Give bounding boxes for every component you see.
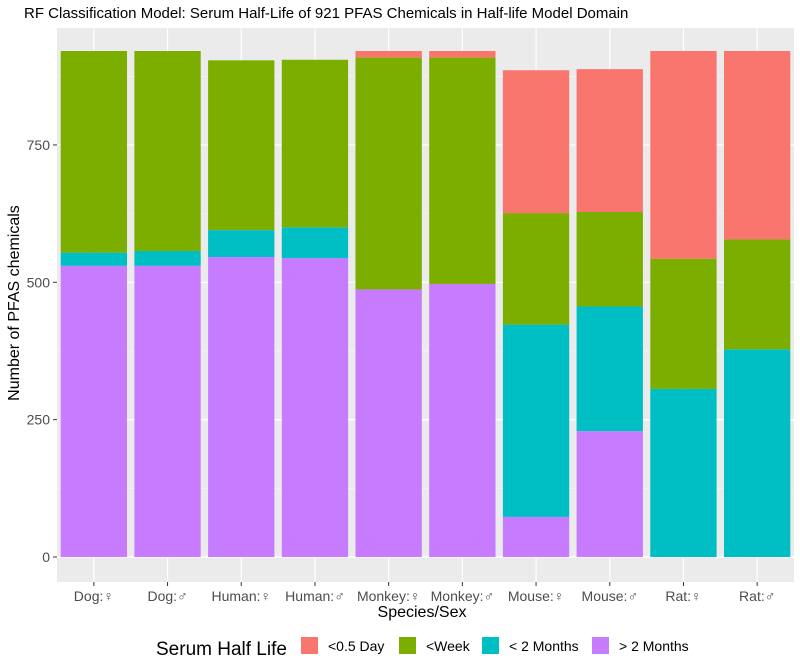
y-axis-title: Number of PFAS chemicals [6, 205, 23, 401]
y-axis: 0 250 500 750 [27, 137, 57, 565]
bar-segment [576, 306, 643, 432]
x-tick-label: Human:♂ [285, 588, 345, 604]
bar-segment [650, 51, 717, 259]
bar-segment [429, 51, 496, 58]
legend-label: < 2 Months [509, 638, 579, 654]
y-tick-label: 250 [27, 412, 51, 428]
bar-segment [60, 51, 128, 253]
bar-segment [355, 51, 422, 58]
bar-segment [650, 258, 717, 389]
x-axis: Dog:♀ Dog:♂ Human:♀ Human:♂ Monkey:♀ Monkey:♂… [74, 582, 775, 604]
bar-segment [650, 388, 717, 557]
legend-label: <0.5 Day [328, 638, 384, 654]
bar-segment [355, 57, 422, 290]
bar-segment [134, 51, 201, 251]
bar-segment [208, 60, 275, 231]
x-tick-label: Mouse:♂ [582, 588, 638, 604]
bar-segment [208, 257, 275, 557]
x-tick-label: Monkey:♀ [357, 588, 420, 604]
bar-segment [281, 59, 349, 228]
bar-segment [60, 252, 128, 266]
x-tick-label: Mouse:♀ [508, 588, 564, 604]
bar-segment [723, 239, 791, 350]
x-tick-label: Human:♀ [211, 588, 271, 604]
legend-title: Serum Half Life [156, 639, 287, 660]
legend-key [301, 637, 318, 654]
x-tick-label: Rat:♀ [665, 588, 701, 604]
bar-segment [355, 289, 422, 557]
bars [60, 51, 791, 557]
bar-segment [576, 69, 643, 212]
y-tick-label: 0 [42, 549, 50, 565]
legend-key [482, 637, 499, 654]
bar-segment [429, 57, 496, 284]
bar-segment [134, 265, 201, 557]
bar-segment [429, 283, 496, 557]
bar-segment [576, 431, 643, 557]
x-tick-label: Monkey:♂ [431, 588, 494, 604]
legend-label: > 2 Months [619, 638, 689, 654]
legend-key [399, 637, 416, 654]
bar-segment [576, 211, 643, 307]
bar-segment [502, 70, 570, 214]
bar-segment [723, 51, 791, 240]
y-tick-label: 750 [27, 137, 51, 153]
bar-segment [208, 230, 275, 258]
x-axis-title: Species/Sex [378, 604, 467, 621]
bar-segment [723, 349, 791, 557]
x-tick-label: Dog:♂ [148, 588, 188, 604]
legend: Serum Half Life <0.5 Day <Week < 2 Months >… [156, 637, 689, 660]
x-tick-label: Dog:♀ [74, 588, 114, 604]
chart-title: RF Classification Model: Serum Half-Life… [24, 5, 628, 22]
bar-segment [502, 213, 570, 325]
bar-segment [281, 258, 349, 557]
bar-segment [502, 516, 570, 557]
bar-segment [281, 227, 349, 259]
legend-label: <Week [426, 638, 471, 654]
legend-key [592, 637, 609, 654]
bar-segment [60, 265, 128, 557]
y-tick-label: 500 [27, 274, 51, 290]
bar-segment [134, 250, 201, 266]
bar-segment [502, 324, 570, 517]
x-tick-label: Rat:♂ [739, 588, 775, 604]
